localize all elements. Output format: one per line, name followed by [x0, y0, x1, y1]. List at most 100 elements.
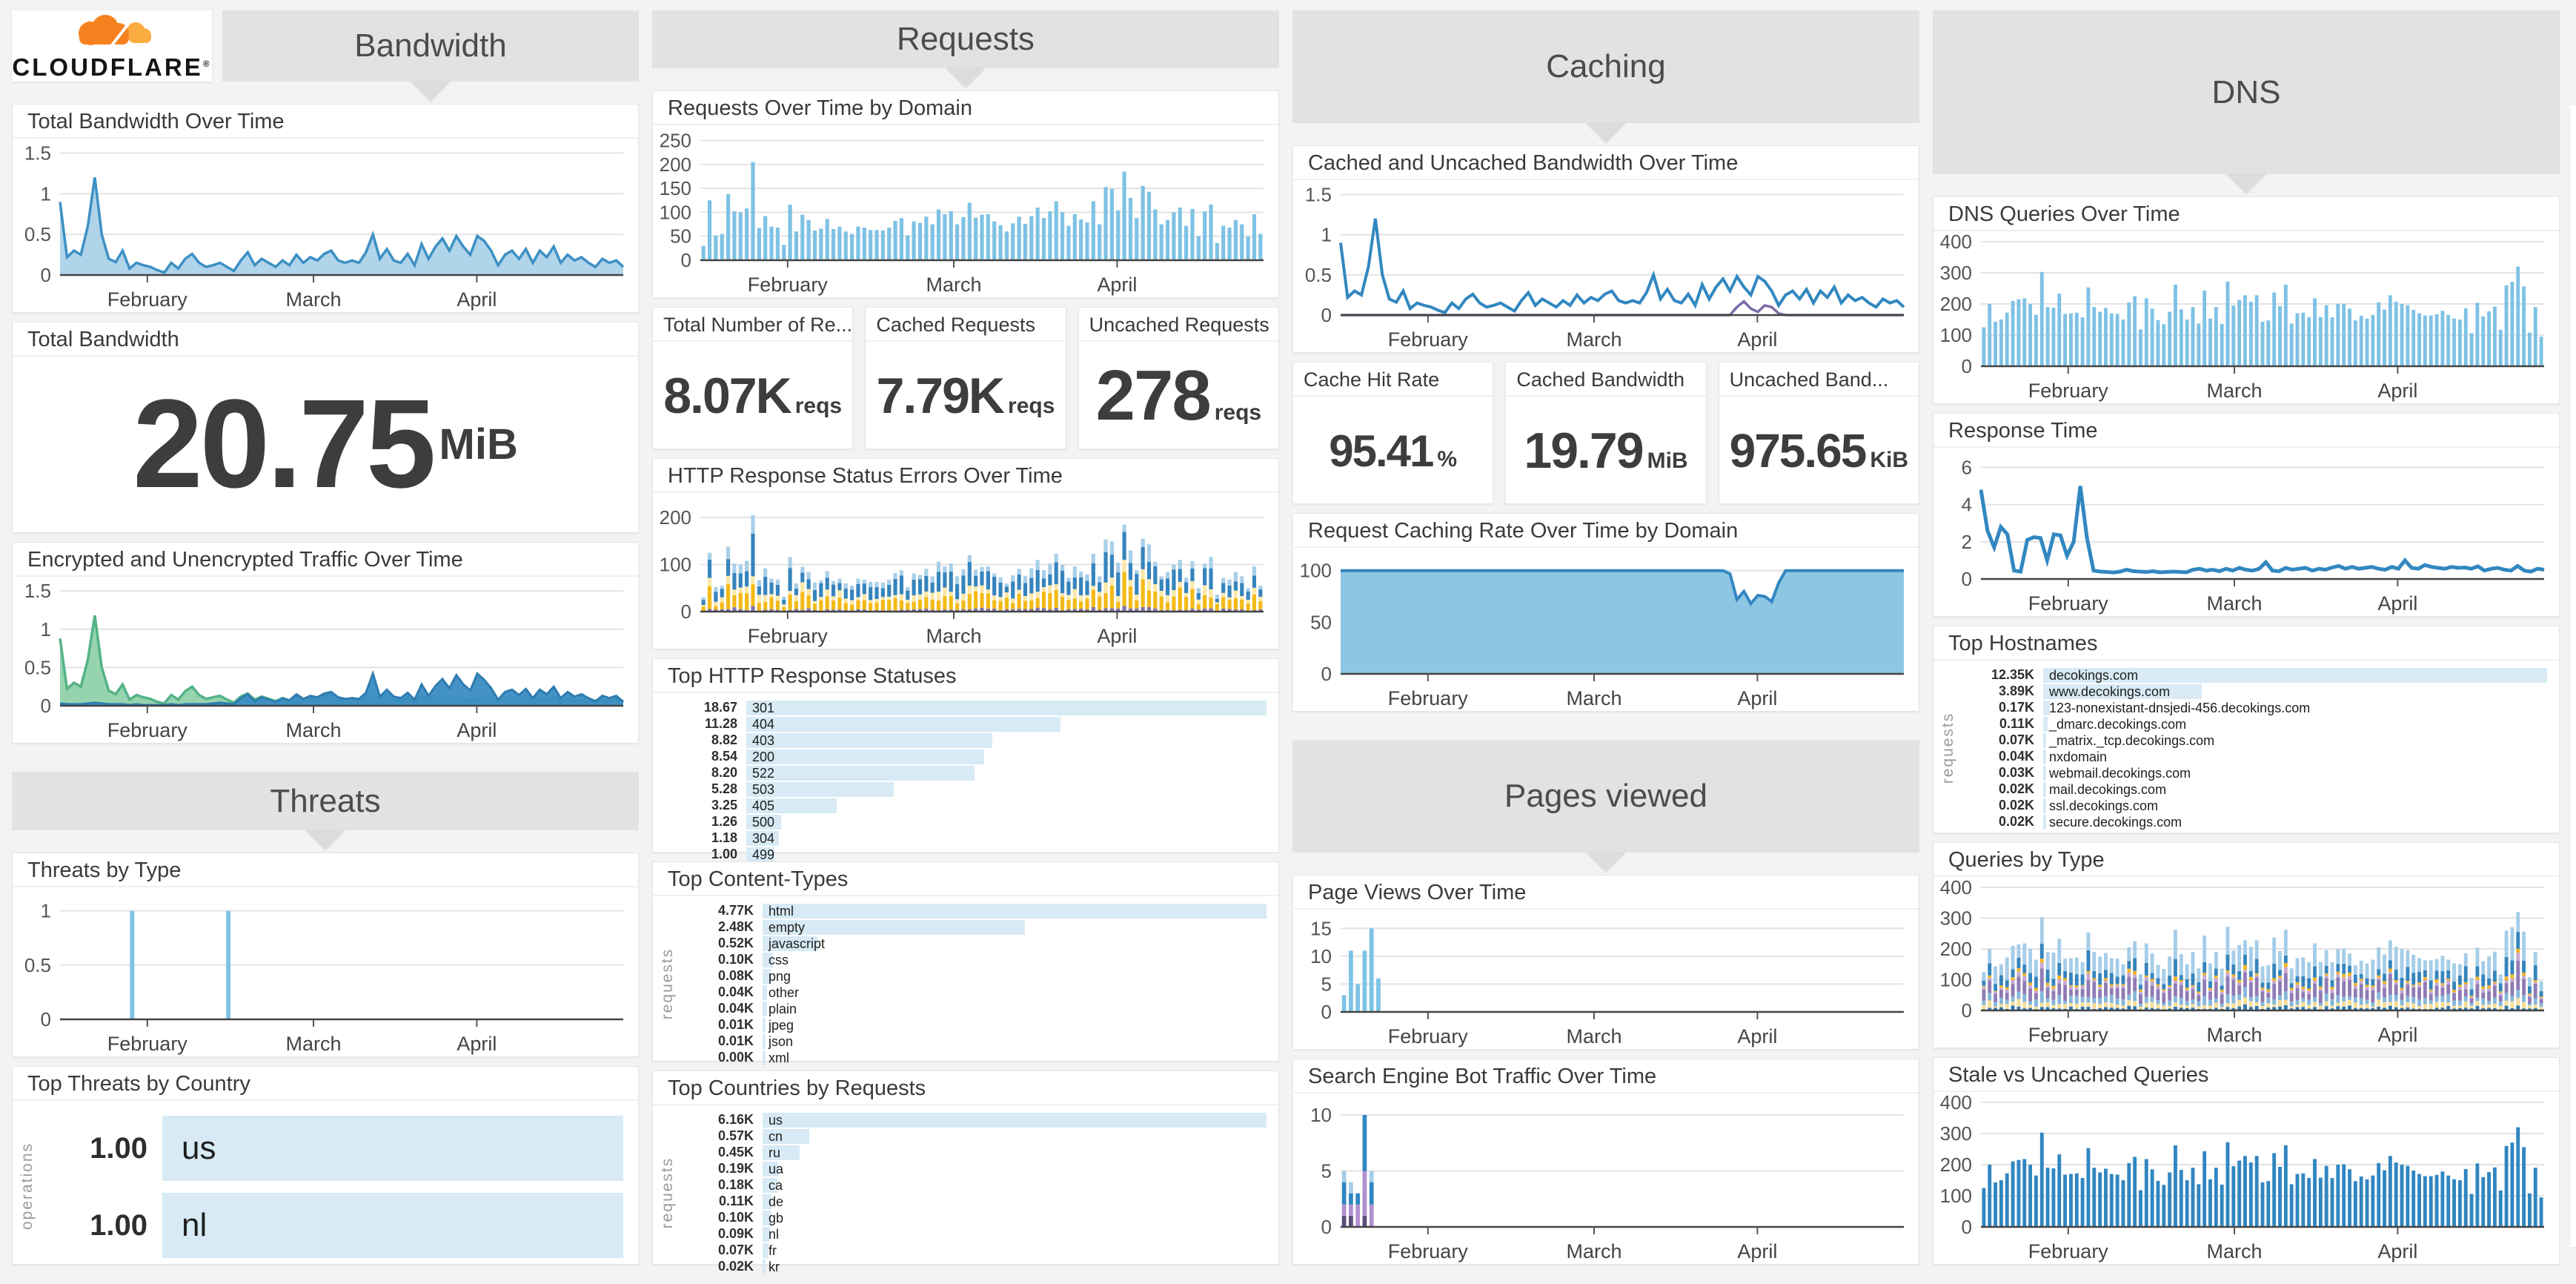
queries-by-type-chart[interactable]: 0 100 200 300 400 February March April — [1933, 877, 2559, 1048]
row-bar — [763, 1259, 766, 1274]
dns-queries-chart[interactable]: 0 100 200 300 400 February March April — [1933, 231, 2559, 403]
svg-text:50: 50 — [1310, 611, 1332, 633]
y-axis-label: requests — [659, 1156, 676, 1228]
section-header-bandwidth: Bandwidth — [222, 10, 639, 82]
stat-title: Uncached Requests — [1078, 308, 1278, 342]
row-bar — [763, 1112, 1267, 1128]
svg-text:February: February — [1388, 687, 1469, 709]
row-bar — [763, 1242, 769, 1258]
row-bar — [763, 1226, 770, 1242]
page-views-chart[interactable]: 0 5 10 15 February March April — [1293, 910, 1919, 1049]
row-bar — [2043, 716, 2048, 732]
section-header-threats: Threats — [12, 772, 639, 830]
svg-text:February: February — [1388, 328, 1469, 351]
requests-over-time-chart[interactable]: 0 50 100 150 200 250 February March April — [653, 125, 1278, 297]
card-stale-vs-uncached: Stale vs Uncached Queries 0 100 200 300 400 F… — [1933, 1057, 2560, 1265]
row-label: 123-nonexistant-dnsjedi-456.decokings.co… — [2049, 700, 2311, 715]
row-label: ua — [769, 1161, 784, 1177]
total-bandwidth-stat: 20.75 MiB — [13, 357, 638, 532]
row-label: 522 — [752, 765, 775, 781]
chart-canvas: 0 100 200 300 400 February March April — [1940, 1092, 2544, 1263]
chart-title: Page Views Over Time — [1293, 876, 1919, 910]
list-title: Top Hostnames — [1933, 626, 2559, 661]
top-content-types-list[interactable]: requests 4.77K html 2.48K empty 0.52K javascr… — [653, 896, 1278, 1070]
response-time-chart[interactable]: 0 2 4 6 February March April — [1933, 448, 2559, 616]
encrypted-traffic-chart[interactable]: 0 0.5 1 1.5 February March April — [13, 577, 638, 743]
row-label: 304 — [752, 830, 775, 846]
chart-canvas: 0 0.5 1 1.5 February March April — [24, 142, 625, 311]
top-threats-by-country-list[interactable]: operations 1.00 us 1.00 nl — [13, 1101, 638, 1271]
row-label: _dmarc.decokings.com — [2049, 716, 2187, 732]
svg-text:150: 150 — [660, 177, 691, 199]
chart-title: Total Bandwidth Over Time — [13, 105, 638, 139]
cached-requests-stat: 7.79K reqs — [876, 368, 1055, 424]
svg-text:0: 0 — [1321, 1001, 1332, 1023]
card-response-time: Response Time 0 2 4 6 February March April — [1933, 413, 2560, 617]
svg-text:March: March — [1566, 328, 1621, 351]
row-label: 499 — [752, 847, 775, 862]
http-errors-chart[interactable]: 0 100 200 February March April — [653, 493, 1278, 649]
cached-uncached-bandwidth-chart[interactable]: 0 0.5 1 1.5 February March April — [1293, 180, 1919, 352]
list-title: Top Threats by Country — [13, 1067, 638, 1101]
row-bar — [2043, 781, 2046, 797]
row-value: 0.04K — [717, 984, 754, 999]
row-label: ca — [769, 1177, 783, 1193]
stat-title: Uncached Band... — [1719, 363, 1919, 397]
chart-title: Requests Over Time by Domain — [653, 91, 1278, 125]
y-axis-label: requests — [659, 947, 676, 1019]
svg-text:5: 5 — [1321, 973, 1332, 995]
list-row: 0.11K de — [691, 1194, 1278, 1209]
card-top-hostnames: Top Hostnames requests 12.35K decokings.c… — [1933, 626, 2560, 833]
row-label: www.decokings.com — [2049, 684, 2171, 699]
row-value: 1.00 — [90, 1131, 147, 1165]
row-label: webmail.decokings.com — [2049, 765, 2191, 781]
svg-text:March: March — [1566, 1025, 1621, 1048]
list-row: 18.67 301 — [675, 700, 1278, 715]
threats-by-type-chart[interactable]: 0 0.5 1 February March April — [13, 887, 638, 1056]
list-row: 0.11K _dmarc.decokings.com — [1972, 716, 2559, 732]
chart-canvas: 0 50 100 February March April — [1300, 560, 1904, 709]
list-row: 5.28 503 — [675, 781, 1278, 797]
list-row: 8.54 200 — [675, 749, 1278, 764]
chart-canvas: 0 100 200 300 400 February March April — [1940, 231, 2544, 402]
row-label: 403 — [752, 732, 775, 748]
row-value: 1.18 — [711, 830, 737, 845]
svg-text:February: February — [1388, 1025, 1469, 1048]
row-label: javascript — [769, 936, 826, 951]
row-value: 0.07K — [1998, 732, 2034, 747]
top-hostnames-list[interactable]: requests 12.35K decokings.com 3.89K www.dec… — [1933, 661, 2559, 835]
total-bandwidth-over-time-chart[interactable]: 0 0.5 1 1.5 February March April — [13, 139, 638, 312]
svg-text:100: 100 — [660, 201, 691, 223]
svg-text:0.5: 0.5 — [24, 656, 51, 678]
row-label: 404 — [752, 716, 775, 732]
list-row: 0.03K webmail.decokings.com — [1972, 765, 2559, 781]
list-row: 0.02K ssl.decokings.com — [1972, 798, 2559, 813]
stat-unit: MiB — [439, 420, 518, 469]
card-top-content-types: Top Content-Types requests 4.77K html 2.48… — [652, 861, 1279, 1065]
row-label: 500 — [752, 814, 775, 830]
svg-text:200: 200 — [1940, 293, 1972, 315]
svg-text:March: March — [2206, 380, 2262, 402]
svg-text:250: 250 — [660, 129, 691, 151]
row-bar — [162, 1116, 623, 1181]
row-value: 0.45K — [717, 1145, 754, 1159]
card-search-bot-traffic: Search Engine Bot Traffic Over Time 0 5 10… — [1292, 1059, 1919, 1265]
top-http-statuses-list[interactable]: 18.67 301 11.28 404 8.82 403 8.54 200 8.20 522 5.2… — [653, 693, 1278, 867]
search-bot-traffic-chart[interactable]: 0 5 10 February March April — [1293, 1093, 1919, 1264]
row-value: 0.11K — [1999, 716, 2034, 731]
section-header-requests: Requests — [652, 10, 1279, 68]
stale-vs-uncached-chart[interactable]: 0 100 200 300 400 February March April — [1933, 1092, 2559, 1264]
svg-text:April: April — [2377, 1240, 2417, 1263]
svg-text:200: 200 — [660, 506, 691, 529]
row-label: ssl.decokings.com — [2049, 798, 2159, 813]
svg-text:March: March — [285, 719, 341, 741]
svg-text:0: 0 — [1321, 304, 1332, 326]
top-countries-list[interactable]: requests 6.16K us 0.57K cn 0.45K ru 0.19K ua 0.1… — [653, 1105, 1278, 1280]
section-header-caching: Caching — [1292, 10, 1919, 123]
chart-title: Search Engine Bot Traffic Over Time — [1293, 1059, 1919, 1093]
list-row: 0.04K other — [691, 984, 1278, 1000]
request-caching-rate-chart[interactable]: 0 50 100 February March April — [1293, 548, 1919, 711]
svg-text:March: March — [2206, 1240, 2262, 1263]
svg-text:0: 0 — [1321, 1216, 1332, 1238]
chart-title: HTTP Response Status Errors Over Time — [653, 459, 1278, 493]
